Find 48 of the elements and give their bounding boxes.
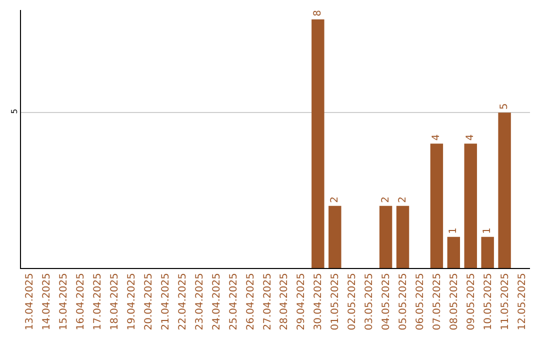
x-tick-label: 10.05.2025 bbox=[482, 273, 494, 330]
x-tick-label: 29.04.2025 bbox=[296, 273, 308, 330]
data-label: 4 bbox=[465, 134, 476, 141]
x-tick-label: 23.04.2025 bbox=[194, 273, 206, 330]
x-tick-label: 13.04.2025 bbox=[24, 273, 36, 330]
data-label: 2 bbox=[397, 196, 408, 203]
x-tick-label: 28.04.2025 bbox=[279, 273, 290, 330]
x-tick-label: 01.05.2025 bbox=[330, 273, 342, 330]
x-tick-label: 04.05.2025 bbox=[381, 273, 392, 330]
data-label: 2 bbox=[329, 196, 340, 203]
x-tick-label: 19.04.2025 bbox=[126, 273, 138, 330]
bar bbox=[312, 19, 324, 268]
data-label: 1 bbox=[448, 228, 460, 234]
data-label: 5 bbox=[499, 103, 510, 110]
x-tick-label: 06.05.2025 bbox=[414, 273, 426, 330]
x-tick-label: 26.04.2025 bbox=[245, 273, 256, 330]
data-label: 8 bbox=[312, 10, 324, 16]
data-label: 2 bbox=[380, 196, 392, 203]
bar bbox=[430, 144, 444, 268]
x-tick-label: 11.05.2025 bbox=[500, 273, 511, 330]
bar bbox=[447, 236, 460, 268]
x-tick-label: 24.04.2025 bbox=[211, 273, 222, 330]
bar bbox=[396, 206, 410, 268]
x-tick-label: 21.04.2025 bbox=[160, 273, 172, 330]
x-tick-label: 14.04.2025 bbox=[42, 273, 53, 330]
x-tick-label: 25.04.2025 bbox=[228, 273, 240, 330]
x-tick-label: 15.04.2025 bbox=[58, 273, 70, 330]
bar bbox=[328, 206, 342, 268]
data-label: 1 bbox=[482, 228, 494, 234]
bar bbox=[498, 112, 511, 268]
x-tick-label: 09.05.2025 bbox=[466, 273, 477, 330]
x-tick-label: 07.05.2025 bbox=[432, 273, 443, 330]
x-tick-label: 02.05.2025 bbox=[347, 273, 358, 330]
x-tick-label: 27.04.2025 bbox=[262, 273, 274, 330]
x-tick-label: 08.05.2025 bbox=[448, 273, 460, 330]
x-tick-label: 20.04.2025 bbox=[144, 273, 154, 330]
bar bbox=[464, 144, 477, 268]
x-tick-label: 17.04.2025 bbox=[92, 273, 104, 330]
x-tick-label: 05.05.2025 bbox=[398, 273, 409, 330]
bar bbox=[481, 236, 494, 268]
x-tick-label: 22.04.2025 bbox=[177, 273, 188, 330]
bar bbox=[379, 206, 392, 268]
data-label: 4 bbox=[431, 134, 442, 141]
x-tick-label: 30.04.2025 bbox=[313, 273, 324, 330]
x-tick-label: 12.05.2025 bbox=[516, 273, 528, 330]
x-tick-label: 03.05.2025 bbox=[364, 273, 376, 330]
x-tick-label: 16.04.2025 bbox=[76, 273, 87, 330]
x-tick-label: 18.04.2025 bbox=[110, 273, 121, 330]
